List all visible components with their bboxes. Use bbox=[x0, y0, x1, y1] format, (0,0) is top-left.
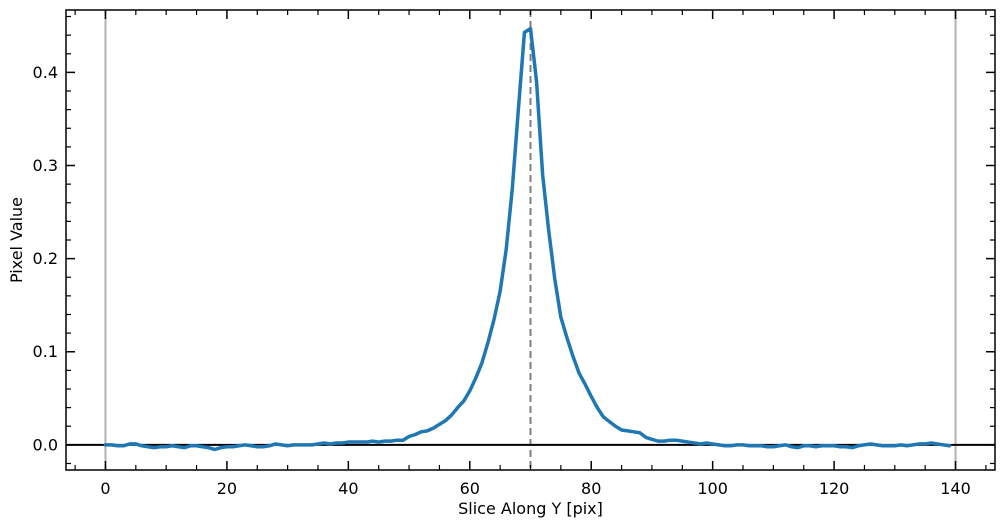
series-layer bbox=[103, 26, 952, 452]
y-tick-label: 0.4 bbox=[33, 63, 58, 82]
axis-ticks bbox=[66, 10, 995, 470]
x-tick-label: 60 bbox=[460, 479, 480, 498]
tick-labels: 0 20 40 60 80 100 120 140 0.0 0.1 0.2 0.3 0.4 bbox=[33, 63, 971, 498]
y-tick-label: 0.1 bbox=[33, 342, 58, 361]
y-tick-label: 0.0 bbox=[33, 435, 58, 454]
y-axis-label: Pixel Value bbox=[7, 197, 26, 283]
y-tick-label: 0.3 bbox=[33, 156, 58, 175]
x-axis-label: Slice Along Y [pix] bbox=[458, 499, 603, 518]
x-tick-label: 0 bbox=[100, 479, 110, 498]
x-tick-label: 140 bbox=[940, 479, 971, 498]
reference-lines bbox=[66, 10, 995, 470]
x-tick-label: 40 bbox=[338, 479, 358, 498]
x-tick-label: 80 bbox=[581, 479, 601, 498]
x-tick-label: 100 bbox=[697, 479, 728, 498]
x-tick-label: 20 bbox=[217, 479, 237, 498]
x-tick-label: 120 bbox=[819, 479, 850, 498]
y-tick-label: 0.2 bbox=[33, 249, 58, 268]
series-line-0 bbox=[103, 26, 952, 452]
